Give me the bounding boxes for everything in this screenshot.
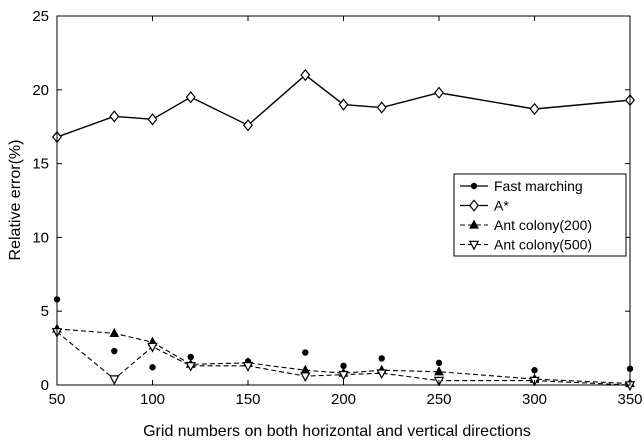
data-point: [185, 362, 196, 372]
x-tick-label: 150: [235, 391, 260, 408]
data-point: [147, 342, 158, 353]
data-point: [529, 102, 540, 116]
y-tick-label: 5: [41, 303, 49, 320]
series-line: [56, 328, 631, 385]
data-point: [376, 101, 387, 114]
x-tick-label: 200: [331, 391, 356, 408]
data-point: [435, 359, 443, 367]
legend-label: Ant colony(500): [494, 237, 592, 253]
series-1: [53, 296, 634, 374]
legend-marker: [470, 182, 478, 190]
data-point: [300, 68, 311, 82]
y-tick-label: 10: [32, 229, 49, 246]
y-tick-label: 15: [32, 156, 49, 173]
y-tick-label: 25: [32, 8, 49, 25]
data-point: [187, 353, 194, 361]
legend-entry: Ant colony(200): [460, 217, 592, 233]
data-point: [109, 375, 120, 386]
x-tick-label: 50: [49, 391, 66, 408]
data-point: [338, 98, 349, 111]
data-point: [434, 366, 444, 376]
x-tick-label: 350: [617, 391, 642, 408]
legend-marker: [468, 240, 480, 251]
y-tick-label: 20: [32, 82, 49, 99]
legend-label: Ant colony(200): [494, 217, 592, 233]
data-point: [149, 364, 156, 371]
legend-label: A*: [494, 198, 509, 214]
data-point: [185, 91, 196, 104]
data-point: [109, 110, 120, 123]
data-point: [338, 370, 349, 381]
data-point: [531, 367, 538, 374]
data-point: [242, 362, 254, 372]
legend-entry: Ant colony(500): [460, 237, 592, 253]
legend-entry: Fast marching: [460, 178, 583, 194]
data-point: [111, 347, 118, 355]
legend-box: [453, 173, 627, 257]
legend: Fast marching A* Ant colony(200) Ant colony…: [453, 173, 627, 257]
data-point: [434, 86, 444, 99]
legend-entry: A*: [460, 198, 509, 214]
data-point: [147, 113, 158, 126]
x-tick-label: 250: [426, 391, 451, 408]
x-tick-label: 100: [140, 391, 165, 408]
data-point: [340, 362, 347, 370]
data-point: [109, 327, 120, 337]
x-axis-title: Grid numbers on both horizontal and vert…: [143, 423, 531, 440]
legend-marker: [469, 219, 479, 229]
series-2: [52, 68, 635, 144]
y-tick-label: 0: [41, 377, 49, 394]
data-point: [378, 355, 385, 362]
x-tick-label: 300: [522, 391, 547, 408]
y-axis-title: Relative error(%): [7, 140, 24, 261]
data-point: [243, 119, 253, 132]
data-point: [300, 372, 311, 383]
legend-label: Fast marching: [494, 178, 583, 194]
data-point: [302, 349, 309, 356]
data-point: [376, 369, 387, 380]
legend-marker: [469, 199, 479, 212]
